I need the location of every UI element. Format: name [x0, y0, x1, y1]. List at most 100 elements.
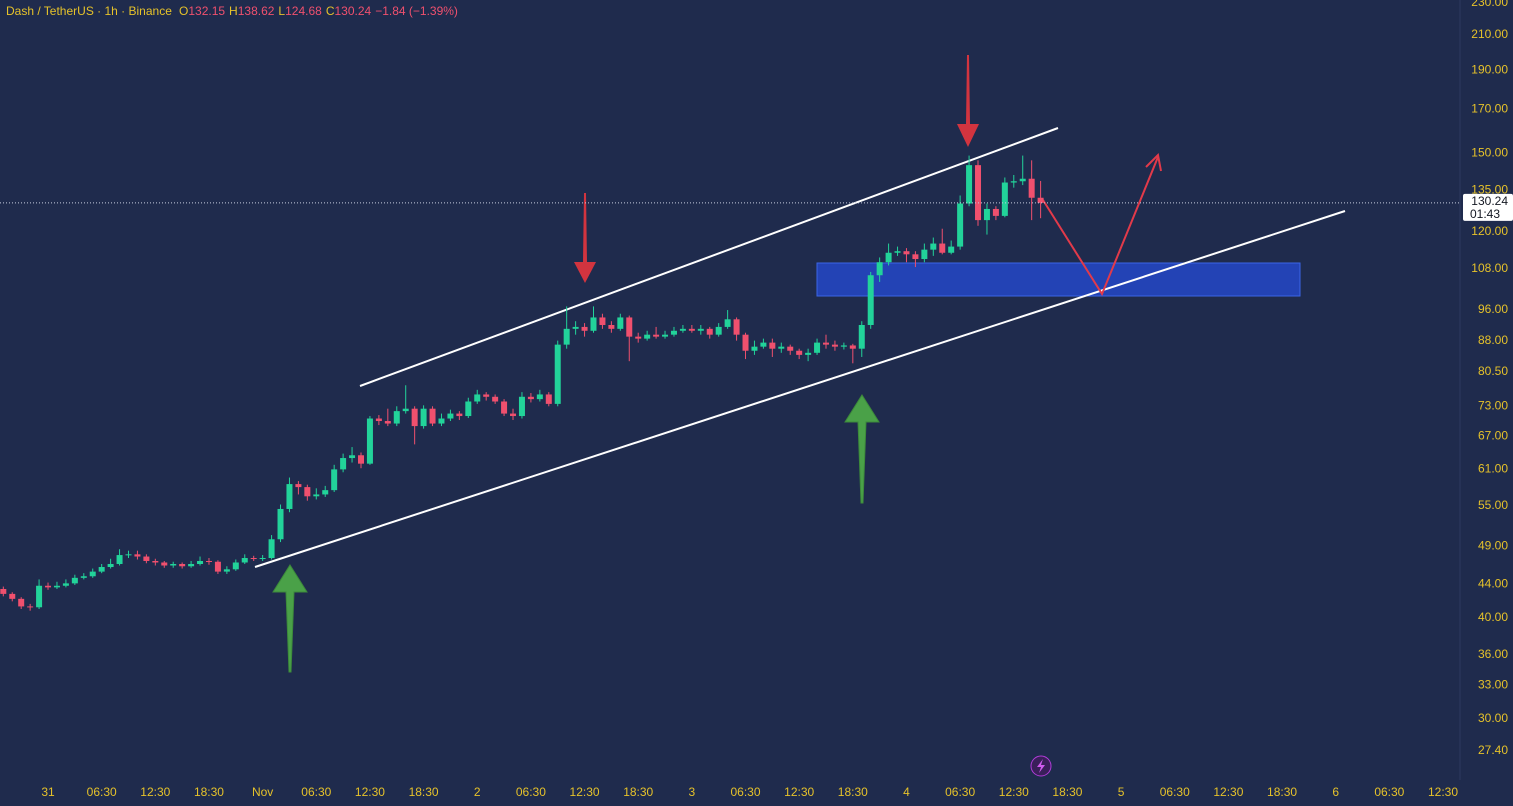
candle-body [1019, 178, 1026, 182]
candle-body [688, 328, 695, 331]
candle-body [223, 569, 230, 572]
y-tick-label: 40.00 [1478, 610, 1508, 624]
y-tick-label: 61.00 [1478, 462, 1508, 476]
x-tick-label: 18:30 [409, 785, 439, 799]
candle-body [662, 334, 669, 337]
candle-body [626, 317, 633, 337]
candle-body [590, 317, 597, 331]
candle-body [778, 346, 785, 349]
candle-body [769, 342, 776, 349]
candle-body [349, 455, 356, 459]
candle-body [912, 254, 919, 260]
x-tick-label: 12:30 [140, 785, 170, 799]
candle-body [179, 563, 186, 567]
y-tick-label: 33.00 [1478, 677, 1508, 691]
y-tick-label: 88.00 [1478, 333, 1508, 347]
candle-body [510, 413, 517, 417]
candle-body [536, 394, 543, 400]
candle-body [170, 563, 177, 566]
candle-body [483, 394, 490, 397]
x-tick-label: 3 [689, 785, 696, 799]
candle-body [420, 408, 427, 427]
ohlc-value: 132.15 [188, 4, 225, 18]
candle-body [635, 336, 642, 339]
candle-body [939, 243, 946, 253]
candle-body [384, 421, 391, 424]
ohlc-label: C [326, 4, 335, 18]
x-tick-label: 12:30 [355, 785, 385, 799]
candle-body [18, 598, 25, 607]
y-tick-label: 73.00 [1478, 398, 1508, 412]
candle-body [653, 334, 660, 337]
candle-body [214, 561, 221, 572]
candle-body [116, 555, 123, 564]
candle-body [885, 252, 892, 263]
y-tick-label: 27.40 [1478, 743, 1508, 757]
y-tick-label: 67.00 [1478, 429, 1508, 443]
ohlc-label: L [278, 4, 285, 18]
candle-body [411, 408, 418, 427]
candle-body [375, 418, 382, 422]
x-tick-label: 06:30 [1374, 785, 1404, 799]
candle-body [1037, 197, 1044, 203]
candle-body [796, 350, 803, 355]
candle-body [992, 208, 999, 216]
candle-body [304, 487, 311, 497]
candle-body [134, 554, 141, 557]
candle-body [474, 394, 481, 402]
candle-body [966, 165, 973, 204]
candle-body [27, 606, 34, 608]
y-tick-label: 55.00 [1478, 498, 1508, 512]
candle-body [232, 562, 239, 570]
candle-body [438, 418, 445, 424]
candle-body [715, 326, 722, 335]
event-bolt [1037, 759, 1045, 773]
x-tick-label: 06:30 [730, 785, 760, 799]
candle-body [205, 560, 212, 562]
y-tick-label: 30.00 [1478, 711, 1508, 725]
x-tick-label: 18:30 [1267, 785, 1297, 799]
candle-body [849, 345, 856, 349]
candle-body [447, 413, 454, 419]
candle-body [572, 326, 579, 329]
candle-body [152, 560, 159, 563]
candle-body [286, 484, 293, 509]
ohlc-value: 138.62 [238, 4, 275, 18]
x-tick-label: 2 [474, 785, 481, 799]
y-tick-label: 36.00 [1478, 647, 1508, 661]
candle-body [527, 396, 534, 400]
projection-head [1145, 152, 1162, 172]
candle-body [518, 396, 525, 417]
x-tick-label: 06:30 [945, 785, 975, 799]
candle-body [313, 494, 320, 497]
y-tick-label: 80.50 [1478, 364, 1508, 378]
candle-body [53, 585, 60, 588]
arrow-down [957, 55, 979, 147]
y-tick-label: 120.00 [1471, 224, 1508, 238]
candle-body [975, 165, 982, 221]
candle-body [894, 251, 901, 253]
candle-body [89, 571, 96, 577]
ohlc-value: 124.68 [285, 4, 322, 18]
candle-body [268, 539, 275, 559]
candle-body [393, 411, 400, 424]
candle-body [554, 344, 561, 404]
candle-body [259, 558, 266, 560]
candle-body [295, 484, 302, 488]
candle-body [787, 346, 794, 351]
candle-body [492, 396, 499, 402]
candle-body [760, 342, 767, 347]
candle-body [241, 558, 248, 563]
candle-body [0, 588, 7, 594]
candle-body [706, 328, 713, 335]
candle-body [36, 585, 43, 608]
candle-body [670, 330, 677, 335]
candle-body [322, 490, 329, 495]
candle-body [331, 469, 338, 491]
price-tag-value: 130.24 [1471, 194, 1508, 208]
candle-body [357, 455, 364, 464]
price-tag [1463, 193, 1513, 221]
candle-body [921, 249, 928, 260]
